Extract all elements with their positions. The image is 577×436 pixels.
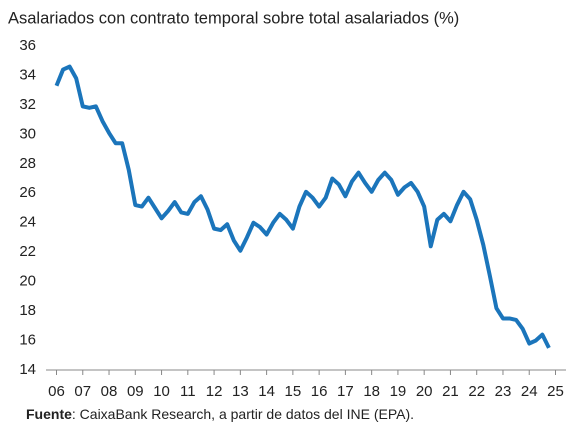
y-tick-label: 14 — [19, 361, 36, 378]
x-tick-label: 16 — [311, 383, 328, 400]
x-tick-label: 21 — [442, 383, 459, 400]
x-tick-label: 08 — [101, 383, 118, 400]
x-tick-label: 07 — [74, 383, 91, 400]
y-tick-label: 32 — [19, 96, 36, 113]
x-tick-label: 25 — [547, 383, 564, 400]
y-tick-label: 34 — [19, 66, 36, 83]
source-text: : CaixaBank Research, a partir de datos … — [72, 406, 414, 422]
x-tick-label: 14 — [258, 383, 275, 400]
y-tick-label: 20 — [19, 273, 36, 290]
x-tick-label: 23 — [495, 383, 512, 400]
source-note: Fuente: CaixaBank Research, a partir de … — [26, 406, 414, 422]
chart-title: Asalariados con contrato temporal sobre … — [8, 9, 459, 27]
y-tick-label: 24 — [19, 214, 36, 231]
x-tick-label: 09 — [127, 383, 144, 400]
y-tick-label: 26 — [19, 184, 36, 201]
data-line — [54, 64, 551, 349]
y-tick-label: 22 — [19, 243, 36, 260]
y-tick-label: 30 — [19, 125, 36, 142]
source-label: Fuente — [26, 406, 72, 422]
y-tick-label: 36 — [19, 37, 36, 54]
x-tick-label: 13 — [232, 383, 249, 400]
y-tick-label: 28 — [19, 155, 36, 172]
y-tick-label: 16 — [19, 332, 36, 349]
x-tick-label: 17 — [337, 383, 354, 400]
x-tick-label: 12 — [206, 383, 223, 400]
x-tick-label: 10 — [153, 383, 170, 400]
x-tick-label: 18 — [363, 383, 380, 400]
x-tick-label: 22 — [468, 383, 485, 400]
x-tick-label: 24 — [521, 383, 538, 400]
x-tick-label: 15 — [285, 383, 302, 400]
x-tick-label: 06 — [48, 383, 65, 400]
x-tick-label: 20 — [416, 383, 433, 400]
x-tick-label: 11 — [180, 383, 196, 400]
x-tick-label: 19 — [390, 383, 407, 400]
y-tick-label: 18 — [19, 302, 36, 319]
